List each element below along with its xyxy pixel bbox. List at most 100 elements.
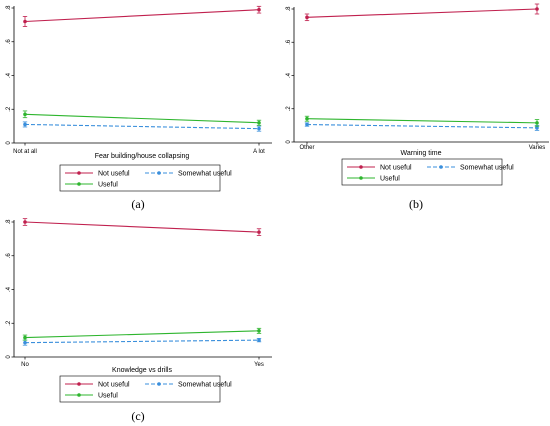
legend-label-not-useful: Not useful <box>98 381 130 388</box>
legend-marker-useful <box>77 393 81 397</box>
series-useful-b <box>304 115 540 127</box>
x-axis-title-c: Knowledge vs drills <box>112 367 172 374</box>
y-tick-label-b: .6 <box>286 39 292 45</box>
plot-area-a: 0 .2 .4 .6 .8 Not at all A lot <box>6 5 272 155</box>
data-point-somewhat-useful <box>257 126 261 131</box>
legend-item-not-useful: Not useful <box>65 381 130 388</box>
x-tick-label-a: Not at all <box>13 149 37 155</box>
x-tick-label-b: Other <box>299 145 314 151</box>
series-somewhat-useful-c <box>22 338 262 346</box>
series-not-useful-b <box>304 3 540 22</box>
series-line-not-useful <box>24 221 260 233</box>
legend-marker-somewhat-useful <box>157 382 161 386</box>
legend-marker-not-useful <box>77 382 81 386</box>
data-point-not-useful <box>257 7 261 12</box>
series-line-useful <box>306 118 538 124</box>
legend-item-useful: Useful <box>65 392 118 399</box>
y-tick-label-b: .8 <box>286 6 292 12</box>
data-point-not-useful <box>305 15 309 20</box>
legend-marker-useful <box>359 176 363 180</box>
legend-label-somewhat-useful: Somewhat useful <box>178 381 232 388</box>
legend-box-b <box>341 158 503 186</box>
x-tick-label-b: Varies <box>529 145 546 151</box>
data-point-somewhat-useful <box>23 340 27 345</box>
y-tick-label-b: 0 <box>286 140 292 144</box>
legend-marker-somewhat-useful <box>157 171 161 175</box>
data-point-somewhat-useful <box>535 126 539 130</box>
series-somewhat-useful-a <box>22 121 262 132</box>
data-point-not-useful <box>535 7 539 11</box>
data-point-not-useful <box>23 19 27 24</box>
legend-item-somewhat-useful: Somewhat useful <box>145 381 232 388</box>
legend-label-not-useful: Not useful <box>98 170 130 177</box>
panel-label-a: (a) <box>131 197 144 211</box>
x-axis-title-b: Warning time <box>401 150 442 157</box>
data-point-somewhat-useful <box>305 122 309 127</box>
legend-label-useful: Useful <box>380 175 400 182</box>
panel-c: 0 .2 .4 .6 .8 No Yes Knowledge vs drills Not u… <box>6 218 272 423</box>
x-tick-label-a: A lot <box>253 149 265 155</box>
series-not-useful-c <box>22 218 262 236</box>
y-tick-label-c: 0 <box>6 355 12 359</box>
plot-area-b: 0 .2 .4 .6 .8 Other Varies <box>286 3 549 151</box>
y-tick-label-a: .2 <box>6 106 12 112</box>
plot-area-c: 0 .2 .4 .6 .8 No Yes <box>6 218 272 368</box>
legend-label-useful: Useful <box>98 181 118 188</box>
legend-label-not-useful: Not useful <box>380 164 412 171</box>
series-somewhat-useful-b <box>304 122 540 131</box>
series-line-not-useful <box>306 8 538 18</box>
panel-a: 0 .2 .4 .6 .8 Not at all A lot Fear building/h… <box>6 5 272 211</box>
series-line-not-useful <box>24 9 260 23</box>
legend-label-somewhat-useful: Somewhat useful <box>460 164 514 171</box>
y-tick-label-c: .2 <box>6 320 12 326</box>
data-point-useful <box>305 116 309 121</box>
series-useful-a <box>22 110 262 126</box>
legend-item-somewhat-useful: Somewhat useful <box>427 164 514 171</box>
legend-a: Not useful Somewhat useful Useful <box>59 164 232 192</box>
series-not-useful-a <box>22 5 262 27</box>
legend-item-not-useful: Not useful <box>347 164 412 171</box>
y-tick-label-a: .8 <box>6 5 12 11</box>
series-line-useful <box>24 330 260 339</box>
legend-item-somewhat-useful: Somewhat useful <box>145 170 232 177</box>
legend-marker-not-useful <box>359 165 363 169</box>
data-point-useful <box>257 329 261 333</box>
series-useful-c <box>22 327 262 341</box>
legend-marker-somewhat-useful <box>439 165 443 169</box>
legend-item-not-useful: Not useful <box>65 170 130 177</box>
y-tick-label-b: .4 <box>286 72 292 78</box>
panel-label-c: (c) <box>131 409 144 423</box>
data-point-somewhat-useful <box>23 122 27 127</box>
data-point-useful <box>23 112 27 117</box>
legend-c: Not useful Somewhat useful Useful <box>59 375 232 403</box>
legend-label-somewhat-useful: Somewhat useful <box>178 170 232 177</box>
data-point-not-useful <box>257 230 261 234</box>
legend-b: Not useful Somewhat useful Useful <box>341 158 514 186</box>
legend-box-a <box>59 164 221 192</box>
x-tick-label-c: Yes <box>254 362 264 368</box>
series-line-somewhat-useful <box>306 123 538 129</box>
y-tick-label-a: .6 <box>6 39 12 45</box>
series-line-somewhat-useful <box>24 123 260 130</box>
y-tick-label-b: .2 <box>286 106 292 112</box>
legend-marker-useful <box>77 182 81 186</box>
series-line-useful <box>24 113 260 124</box>
data-point-useful <box>23 335 27 340</box>
y-tick-label-c: .4 <box>6 286 12 292</box>
panel-b: 0 .2 .4 .6 .8 Other Varies Warning time Not us… <box>286 3 549 211</box>
data-point-useful <box>535 121 539 125</box>
y-tick-label-a: 0 <box>6 141 12 145</box>
legend-label-useful: Useful <box>98 392 118 399</box>
legend-box-c <box>59 375 221 403</box>
y-tick-label-c: .8 <box>6 219 12 225</box>
legend-item-useful: Useful <box>347 175 400 182</box>
x-tick-label-c: No <box>21 362 29 368</box>
data-point-useful <box>257 120 261 125</box>
x-axis-title-a: Fear building/house collapsing <box>95 153 190 160</box>
series-line-somewhat-useful <box>24 339 260 344</box>
data-point-somewhat-useful <box>257 338 261 342</box>
legend-marker-not-useful <box>77 171 81 175</box>
legend-item-useful: Useful <box>65 181 118 188</box>
panel-label-b: (b) <box>409 197 423 211</box>
